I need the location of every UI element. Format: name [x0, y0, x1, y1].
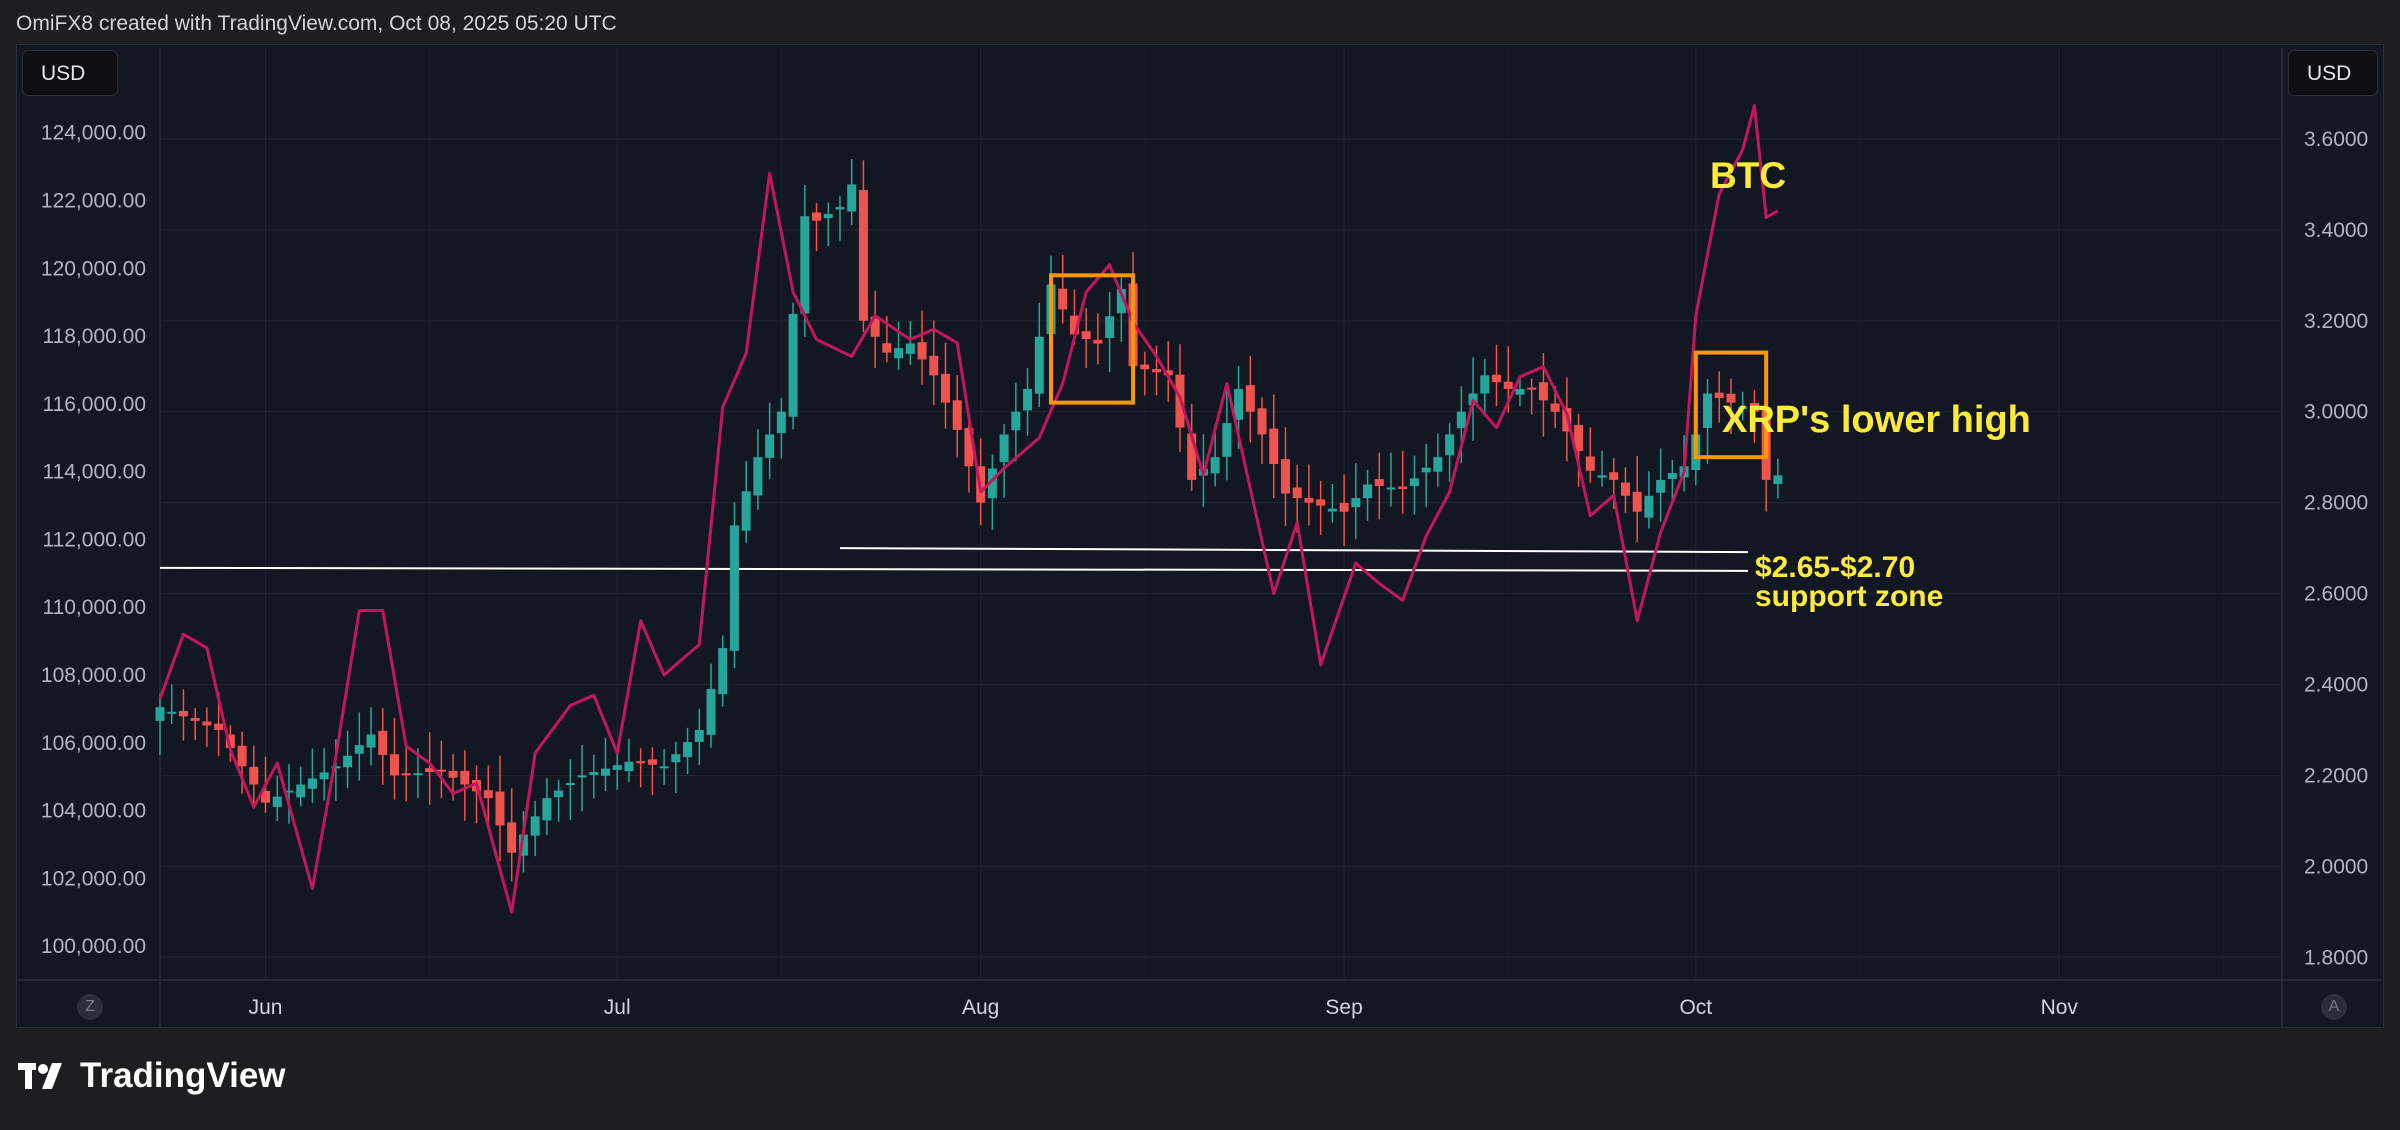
timezone-toggle[interactable]: Z [77, 994, 103, 1020]
chart-panel [16, 44, 2384, 1028]
auto-scale-toggle[interactable]: A [2321, 994, 2347, 1020]
right-currency-button[interactable]: USD [2288, 50, 2378, 96]
left-currency-button[interactable]: USD [22, 50, 118, 96]
tradingview-logo-icon [18, 1063, 62, 1089]
chart-attribution: OmiFX8 created with TradingView.com, Oct… [16, 12, 617, 35]
brand-logo: TradingView [18, 1056, 286, 1096]
brand-name: TradingView [80, 1056, 286, 1095]
